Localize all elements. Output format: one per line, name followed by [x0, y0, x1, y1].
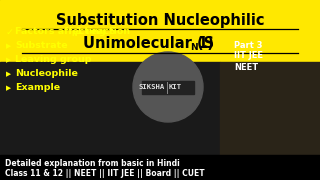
Text: Leaving group: Leaving group: [15, 55, 92, 64]
Bar: [0, 155, 320, 180]
Text: NEET: NEET: [234, 62, 258, 71]
Text: Factors affecting S: Factors affecting S: [15, 28, 116, 37]
Text: Example: Example: [15, 84, 60, 93]
Text: 1 reaction: 1 reaction: [76, 28, 130, 37]
Text: ▶: ▶: [6, 57, 11, 63]
Text: ▶: ▶: [6, 71, 11, 77]
Text: Substrate: Substrate: [15, 42, 68, 51]
Text: N: N: [190, 43, 198, 52]
Text: Unimolecular (S: Unimolecular (S: [83, 37, 214, 51]
Bar: [220, 62, 320, 155]
Text: ✓: ✓: [6, 28, 14, 37]
Text: Substitution Nucleophilic: Substitution Nucleophilic: [56, 12, 264, 28]
Text: IIT JEE: IIT JEE: [234, 51, 263, 60]
Text: Nucleophile: Nucleophile: [15, 69, 78, 78]
Text: Unimolecular (SN1): Unimolecular (SN1): [80, 37, 240, 51]
Text: ▶: ▶: [6, 85, 11, 91]
Bar: [0, 0, 320, 62]
Text: KIT: KIT: [169, 84, 182, 90]
Text: 1): 1): [197, 37, 214, 51]
Bar: [142, 80, 194, 93]
Bar: [0, 62, 220, 155]
Text: Class 11 & 12 || NEET || IIT JEE || Board || CUET: Class 11 & 12 || NEET || IIT JEE || Boar…: [5, 168, 204, 177]
Circle shape: [133, 52, 203, 122]
Text: ▶: ▶: [6, 43, 11, 49]
Text: Part 3: Part 3: [234, 40, 262, 50]
Text: N: N: [71, 31, 76, 37]
Text: Detailed explanation from basic in Hindi: Detailed explanation from basic in Hindi: [5, 159, 180, 168]
Text: SIKSHA: SIKSHA: [139, 84, 165, 90]
